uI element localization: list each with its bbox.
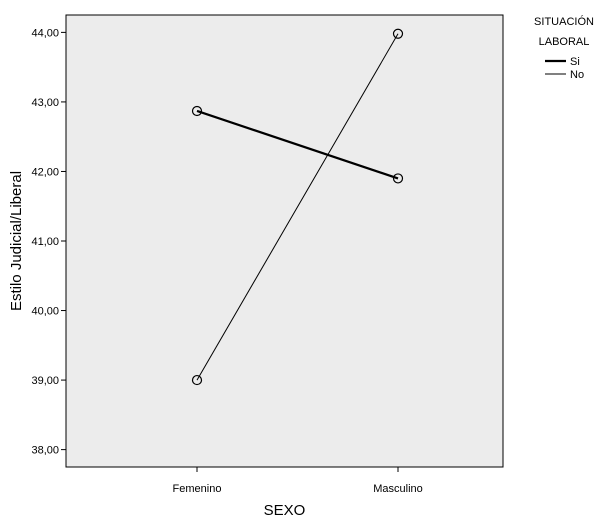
legend-label-si: Si — [570, 56, 580, 68]
x-tick-label: Masculino — [373, 483, 423, 495]
y-tick-label: 43,00 — [31, 97, 59, 109]
legend-title-line-2: LABORAL — [539, 36, 590, 48]
x-axis: Femenino Masculino — [173, 467, 423, 495]
legend: SITUACIÓN LABORAL Si No — [534, 15, 594, 81]
plot-area — [65, 14, 504, 468]
y-axis: 38,00 39,00 40,00 41,00 42,00 43,00 44,00 — [31, 27, 66, 457]
y-tick-label: 38,00 — [31, 445, 59, 457]
legend-title-line-1: SITUACIÓN — [534, 15, 594, 28]
legend-label-no: No — [570, 69, 584, 81]
y-tick-label: 40,00 — [31, 306, 59, 318]
y-tick-label: 42,00 — [31, 166, 59, 178]
y-tick-label: 39,00 — [31, 375, 59, 387]
data-point-no — [392, 28, 404, 39]
x-axis-title: SEXO — [264, 502, 306, 519]
y-tick-label: 41,00 — [31, 236, 59, 248]
data-point-si — [191, 105, 203, 117]
x-tick-label: Femenino — [173, 483, 222, 495]
series-lines — [191, 28, 404, 386]
data-point-no — [191, 374, 203, 386]
y-axis-title: Estilo Judicial/Liberal — [8, 171, 25, 311]
data-point-si — [392, 173, 404, 184]
y-tick-label: 44,00 — [31, 27, 59, 39]
series-line-si — [196, 109, 399, 180]
series-line-no — [196, 33, 399, 381]
